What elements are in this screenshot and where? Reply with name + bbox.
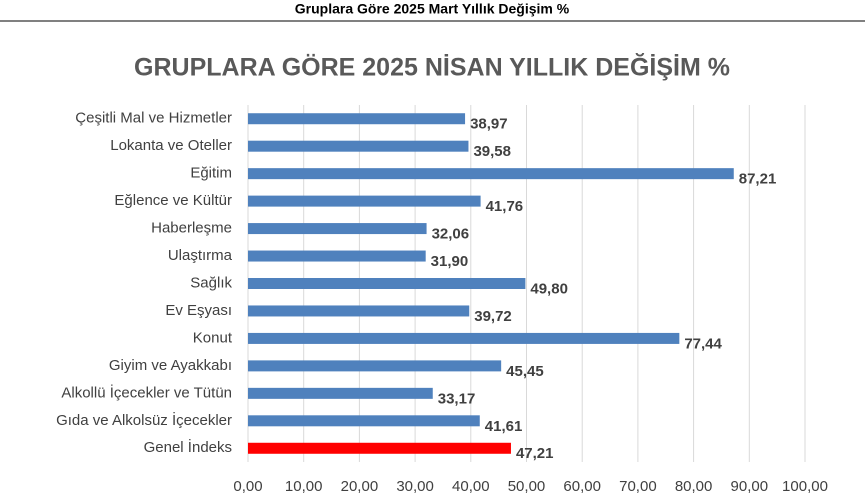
data-label: 41,61 bbox=[485, 418, 523, 435]
bar bbox=[248, 360, 502, 372]
chart-title: GRUPLARA GÖRE 2025 NİSAN YILLIK DEĞİŞİM … bbox=[134, 53, 730, 82]
data-label: 39,72 bbox=[474, 308, 512, 325]
data-label: 45,45 bbox=[506, 363, 544, 380]
data-label: 32,06 bbox=[432, 226, 470, 243]
data-label: 47,21 bbox=[516, 445, 554, 462]
x-tick-label: 10,00 bbox=[285, 478, 323, 495]
bar bbox=[248, 168, 734, 180]
bar bbox=[248, 223, 427, 235]
y-tick-label: Alkollü İçecekler ve Tütün bbox=[61, 383, 232, 401]
y-tick-label: Giyim ve Ayakkabı bbox=[109, 357, 232, 374]
y-tick-label: Lokanta ve Oteller bbox=[110, 137, 232, 154]
data-label: 31,90 bbox=[431, 253, 469, 270]
data-label: 41,76 bbox=[486, 198, 524, 215]
bar bbox=[248, 387, 433, 399]
y-tick-label: Gıda ve Alkolsüz İçecekler bbox=[56, 411, 232, 429]
y-tick-label: Eğlence ve Kültür bbox=[114, 192, 232, 209]
y-tick-label: Genel İndeks bbox=[144, 438, 232, 456]
data-label: 39,58 bbox=[473, 143, 511, 160]
data-label: 33,17 bbox=[438, 390, 476, 407]
y-tick-label: Haberleşme bbox=[151, 220, 232, 237]
y-tick-label: Eğitim bbox=[190, 165, 232, 182]
y-tick-label: Ulaştırma bbox=[168, 247, 233, 264]
bar bbox=[248, 195, 481, 207]
page-header: Gruplara Göre 2025 Mart Yıllık Değişim % bbox=[295, 1, 570, 17]
bar bbox=[248, 250, 426, 262]
x-tick-label: 60,00 bbox=[563, 478, 601, 495]
y-tick-label: Konut bbox=[193, 329, 233, 346]
x-tick-label: 0,00 bbox=[233, 478, 262, 495]
x-tick-label: 20,00 bbox=[341, 478, 379, 495]
bar bbox=[248, 415, 480, 427]
x-tick-label: 70,00 bbox=[619, 478, 657, 495]
x-tick-label: 100,00 bbox=[782, 478, 828, 495]
bar bbox=[248, 305, 470, 317]
bar bbox=[248, 278, 526, 289]
y-tick-label: Çeşitli Mal ve Hizmetler bbox=[75, 110, 232, 127]
x-tick-label: 40,00 bbox=[452, 478, 490, 495]
x-tick-label: 90,00 bbox=[731, 478, 769, 495]
bar bbox=[248, 113, 466, 125]
data-label: 87,21 bbox=[739, 171, 777, 188]
bar bbox=[248, 442, 511, 454]
y-tick-label: Ev Eşyası bbox=[165, 302, 232, 319]
bar bbox=[248, 140, 469, 152]
data-label: 77,44 bbox=[684, 335, 722, 352]
x-tick-label: 30,00 bbox=[396, 478, 434, 495]
bar bbox=[248, 332, 680, 344]
x-tick-label: 80,00 bbox=[675, 478, 713, 495]
x-tick-label: 50,00 bbox=[508, 478, 546, 495]
data-label: 49,80 bbox=[530, 280, 568, 297]
data-label: 38,97 bbox=[470, 116, 508, 133]
y-tick-label: Sağlık bbox=[190, 274, 232, 291]
